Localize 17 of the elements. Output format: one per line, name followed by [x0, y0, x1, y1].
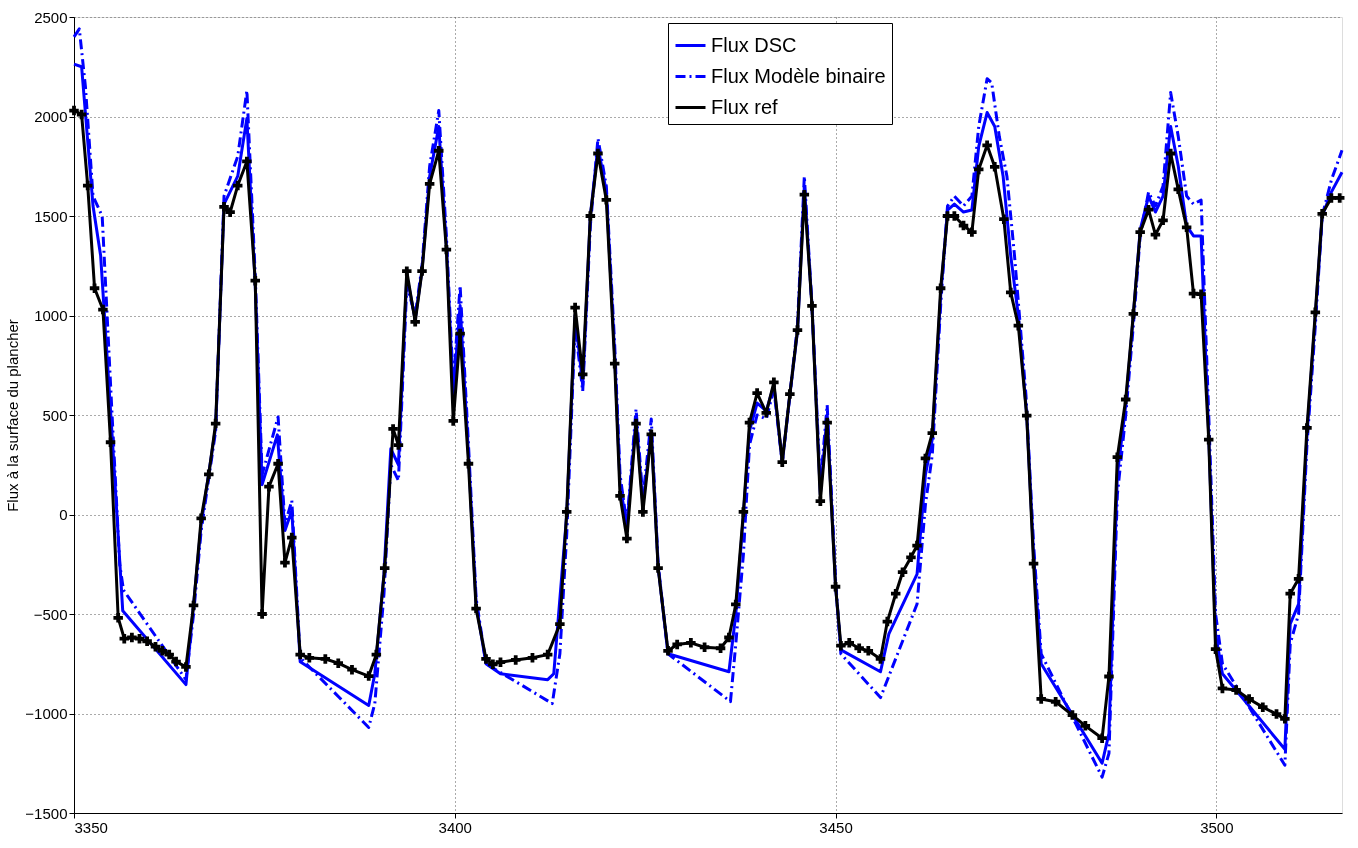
y-tick-label: −1000	[25, 705, 68, 722]
y-tick-label: 1000	[34, 307, 68, 324]
x-tick-label: 3500	[1200, 818, 1234, 836]
y-tick-label: 1500	[34, 207, 68, 225]
legend-label: Flux Modèle binaire	[711, 64, 886, 87]
y-tick-label: 500	[42, 406, 68, 424]
y-tick-label: 2500	[34, 8, 68, 26]
y-tick-label: 2000	[34, 108, 68, 125]
legend-label: Flux ref	[711, 95, 779, 118]
y-tick-label: 0	[59, 506, 68, 523]
y-tick-label: −500	[33, 605, 68, 623]
x-tick-label: 3400	[438, 818, 472, 836]
y-axis-title: Flux à la surface du plancher	[4, 319, 22, 512]
x-tick-label: 3350	[74, 818, 108, 836]
y-tick-label: −1500	[25, 804, 68, 822]
legend-label: Flux DSC	[711, 33, 797, 56]
x-tick-label: 3450	[819, 818, 853, 836]
